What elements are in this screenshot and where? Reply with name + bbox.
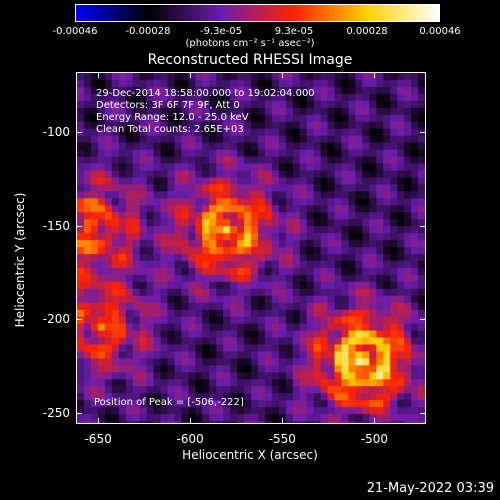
heatmap-image — [77, 73, 425, 423]
colorbar-tick-label: -9.3e-05 — [200, 26, 242, 37]
colorbar-gradient — [76, 5, 439, 21]
x-tick-mark — [374, 72, 376, 78]
colorbar — [75, 4, 440, 22]
colorbar-units: (photons cm⁻² s⁻¹ asec⁻²) — [185, 38, 315, 49]
y-tick-label: -150 — [42, 218, 70, 233]
chart-title: Reconstructed RHESSI Image — [147, 52, 353, 68]
y-tick-mark — [420, 412, 426, 414]
x-tick-label: -600 — [176, 432, 204, 446]
annotation-peak-position: Position of Peak = [-506,-222] — [94, 397, 244, 408]
annotation-energy-range: Energy Range: 12.0 - 25.0 keV — [96, 112, 249, 123]
timestamp: 21-May-2022 03:39 — [366, 481, 494, 496]
y-tick-mark — [76, 319, 82, 321]
y-tick-mark — [76, 412, 82, 414]
colorbar-tick-label: 0.00028 — [346, 26, 388, 37]
x-tick-mark — [190, 72, 192, 78]
y-tick-mark — [76, 225, 82, 227]
y-tick-mark — [76, 131, 82, 133]
y-tick-mark — [420, 319, 426, 321]
x-tick-label: -550 — [268, 432, 296, 446]
x-tick-mark — [374, 418, 376, 424]
x-tick-mark — [282, 418, 284, 424]
annotation-counts: Clean Total counts: 2.65E+03 — [96, 124, 244, 135]
x-tick-mark — [282, 72, 284, 78]
y-tick-mark — [420, 225, 426, 227]
colorbar-tick-label: -0.00046 — [52, 26, 98, 37]
colorbar-tick-label: -0.00028 — [125, 26, 171, 37]
annotation-detectors: Detectors: 3F 6F 7F 9F, Att 0 — [96, 100, 240, 111]
plot-area — [76, 72, 426, 424]
x-tick-mark — [98, 418, 100, 424]
x-axis-label: Heliocentric X (arcsec) — [182, 448, 318, 462]
x-tick-mark — [190, 418, 192, 424]
y-axis-label: Heliocentric Y (arcsec) — [13, 192, 27, 328]
y-tick-label: -100 — [42, 124, 70, 139]
colorbar-tick-label: 9.3e-05 — [274, 26, 314, 37]
x-tick-label: -650 — [84, 432, 112, 446]
y-tick-label: -200 — [42, 312, 70, 327]
y-tick-label: -250 — [42, 405, 70, 420]
x-tick-label: -500 — [360, 432, 389, 446]
annotation-time-range: 29-Dec-2014 18:58:00.000 to 19:02:04.000 — [96, 88, 315, 99]
colorbar-tick-label: 0.00046 — [419, 26, 461, 37]
y-tick-mark — [420, 131, 426, 133]
x-tick-mark — [98, 72, 100, 78]
